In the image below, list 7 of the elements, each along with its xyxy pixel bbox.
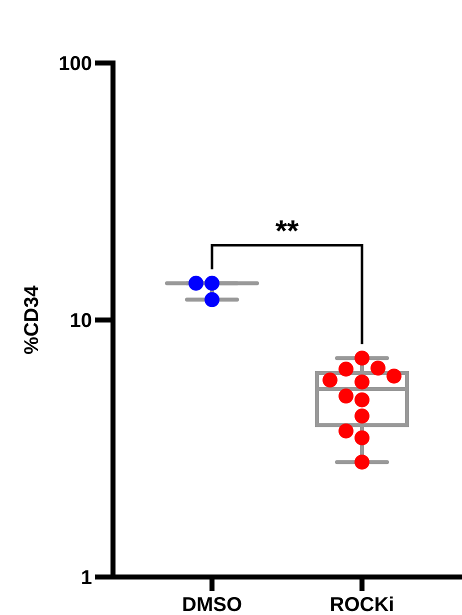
x-tick-label: DMSO [182, 594, 242, 615]
annotation: ** [275, 215, 299, 248]
y-axis-title: %CD34 [21, 284, 43, 354]
y-tick-label: 100 [58, 53, 92, 75]
y-tick-label: 1 [80, 567, 92, 589]
x-tick-label: ROCKi [330, 594, 394, 615]
y-tick-label: 10 [70, 310, 92, 332]
